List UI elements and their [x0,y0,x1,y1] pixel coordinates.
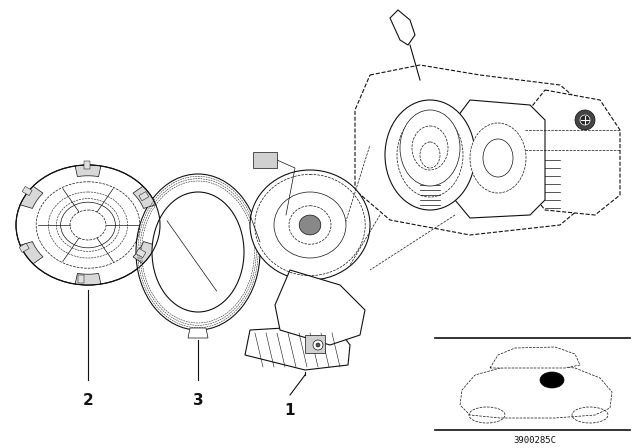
Polygon shape [133,186,156,208]
Polygon shape [460,365,612,418]
Ellipse shape [16,165,160,285]
Bar [19,243,29,252]
Text: 1: 1 [285,402,295,418]
Ellipse shape [540,372,564,388]
Polygon shape [133,241,156,264]
Polygon shape [20,186,43,208]
Ellipse shape [410,129,450,181]
Bar [136,248,146,258]
Ellipse shape [575,110,595,130]
Polygon shape [525,90,620,215]
FancyBboxPatch shape [253,152,277,168]
Ellipse shape [313,340,323,350]
Ellipse shape [470,123,526,193]
Bar [22,186,32,196]
Ellipse shape [316,343,320,347]
Ellipse shape [136,174,260,330]
Text: 3900285C: 3900285C [513,435,557,444]
Ellipse shape [250,170,370,280]
Polygon shape [75,165,101,177]
FancyBboxPatch shape [305,335,325,353]
Ellipse shape [61,202,115,248]
Ellipse shape [274,192,346,258]
Bar [78,275,84,283]
Polygon shape [20,241,43,264]
Ellipse shape [580,115,590,125]
Bar [139,192,148,201]
Ellipse shape [152,192,244,312]
Polygon shape [245,325,350,370]
Polygon shape [390,10,415,45]
Ellipse shape [300,215,321,235]
Ellipse shape [385,100,475,210]
Polygon shape [490,347,580,368]
Polygon shape [75,273,101,285]
Text: 2: 2 [83,392,93,408]
Text: 3: 3 [193,392,204,408]
Polygon shape [275,270,365,345]
Bar [84,161,90,169]
Polygon shape [455,100,545,218]
Polygon shape [355,65,590,235]
Polygon shape [188,328,208,338]
Ellipse shape [400,110,460,186]
